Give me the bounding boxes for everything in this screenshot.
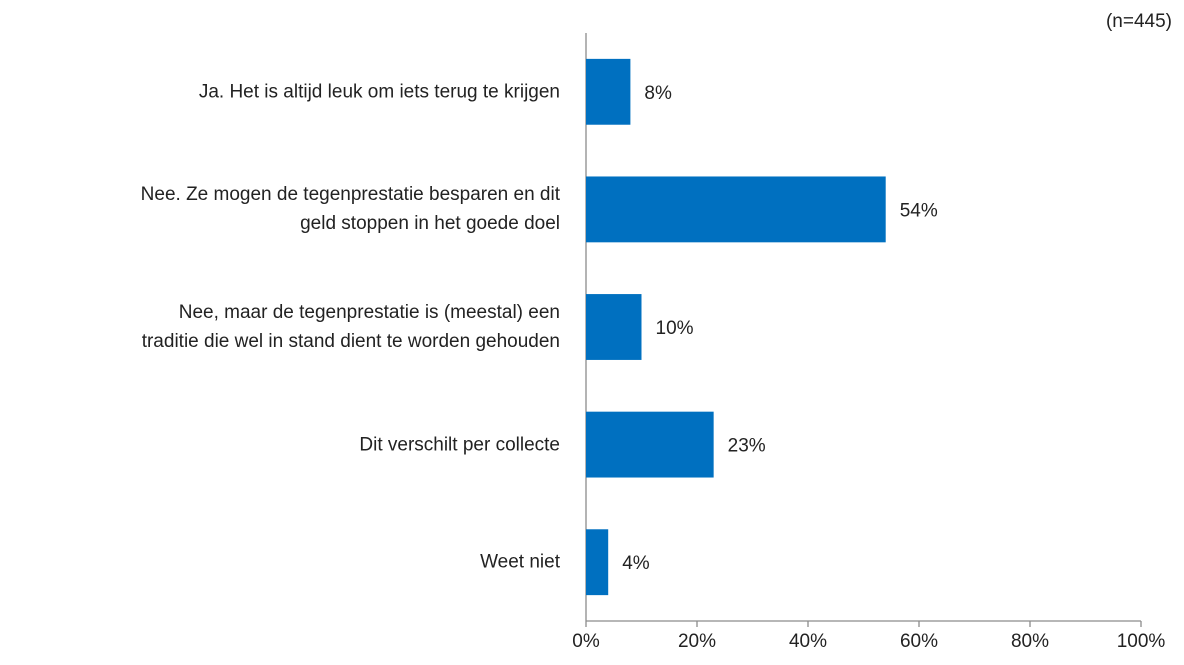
data-label: 8% [644, 83, 672, 104]
bar [586, 529, 609, 596]
bar [586, 294, 642, 360]
data-label: 10% [656, 318, 694, 339]
y-tick-label: Nee, maar de tegenprestatie is (meestal)… [141, 302, 560, 352]
data-label: 23% [728, 436, 766, 457]
annotation: (n=445) [1106, 11, 1172, 32]
x-tick-label: 20% [678, 631, 716, 652]
y-tick-label: Ja. Het is altijd leuk om iets terug te … [198, 81, 560, 103]
bar [586, 58, 631, 125]
bar [586, 411, 714, 478]
x-tick-label: 80% [1011, 631, 1049, 652]
x-tick-label: 100% [1117, 631, 1166, 652]
bar [586, 176, 886, 243]
y-tick-label: Nee. Ze mogen de tegenprestatie besparen… [140, 184, 560, 235]
data-label: 4% [622, 553, 650, 574]
y-tick-label: Weet niet [480, 551, 560, 573]
data-label: 54% [900, 200, 938, 221]
x-tick-label: 0% [572, 631, 600, 652]
x-tick-label: 40% [789, 631, 827, 652]
x-tick-label: 60% [900, 631, 938, 652]
y-tick-label: Dit verschilt per collecte [359, 434, 560, 456]
